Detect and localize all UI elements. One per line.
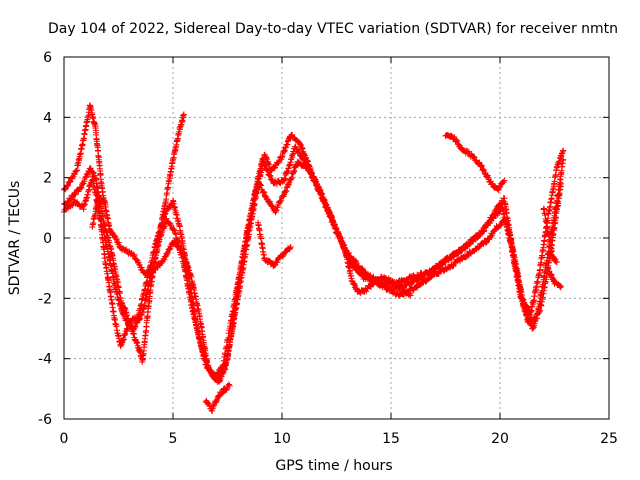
x-tick-label: 5 (169, 431, 178, 447)
x-tick-label: 10 (273, 431, 291, 447)
series-markers (540, 205, 560, 266)
y-tick-label: -4 (38, 352, 52, 368)
series-markers (255, 219, 294, 270)
y-tick-label: 6 (43, 50, 52, 66)
data-marks (61, 102, 567, 414)
x-tick-label: 0 (60, 431, 69, 447)
series-markers (545, 265, 565, 291)
series-markers (342, 248, 414, 299)
chart-title: Day 104 of 2022, Sidereal Day-to-day VTE… (48, 21, 618, 37)
series-G (342, 248, 414, 299)
x-tick-label: 15 (382, 431, 400, 447)
y-tick-label: -6 (38, 412, 52, 428)
series-D (93, 111, 187, 365)
grid (64, 57, 609, 419)
series-H (442, 132, 508, 194)
y-tick-label: 4 (43, 110, 52, 126)
series-K (89, 193, 109, 230)
y-tick-label: 2 (43, 171, 52, 187)
series-markers (93, 111, 187, 365)
x-axis-ticks: 0 5 10 15 20 25 (60, 57, 618, 447)
series-J (545, 265, 565, 291)
y-axis-label: SDTVAR / TECUs (7, 181, 23, 296)
x-axis-label: GPS time / hours (275, 458, 392, 474)
y-tick-label: 0 (43, 231, 52, 247)
y-tick-label: -2 (38, 291, 52, 307)
series-F (255, 219, 294, 270)
series-E (202, 381, 233, 414)
x-tick-label: 20 (491, 431, 509, 447)
y-axis-ticks: -6 -4 -2 0 2 4 6 (38, 50, 609, 428)
series-markers (89, 193, 109, 230)
series-markers (442, 132, 508, 194)
series-markers (202, 381, 233, 414)
x-tick-label: 25 (600, 431, 618, 447)
series-I (540, 205, 560, 266)
